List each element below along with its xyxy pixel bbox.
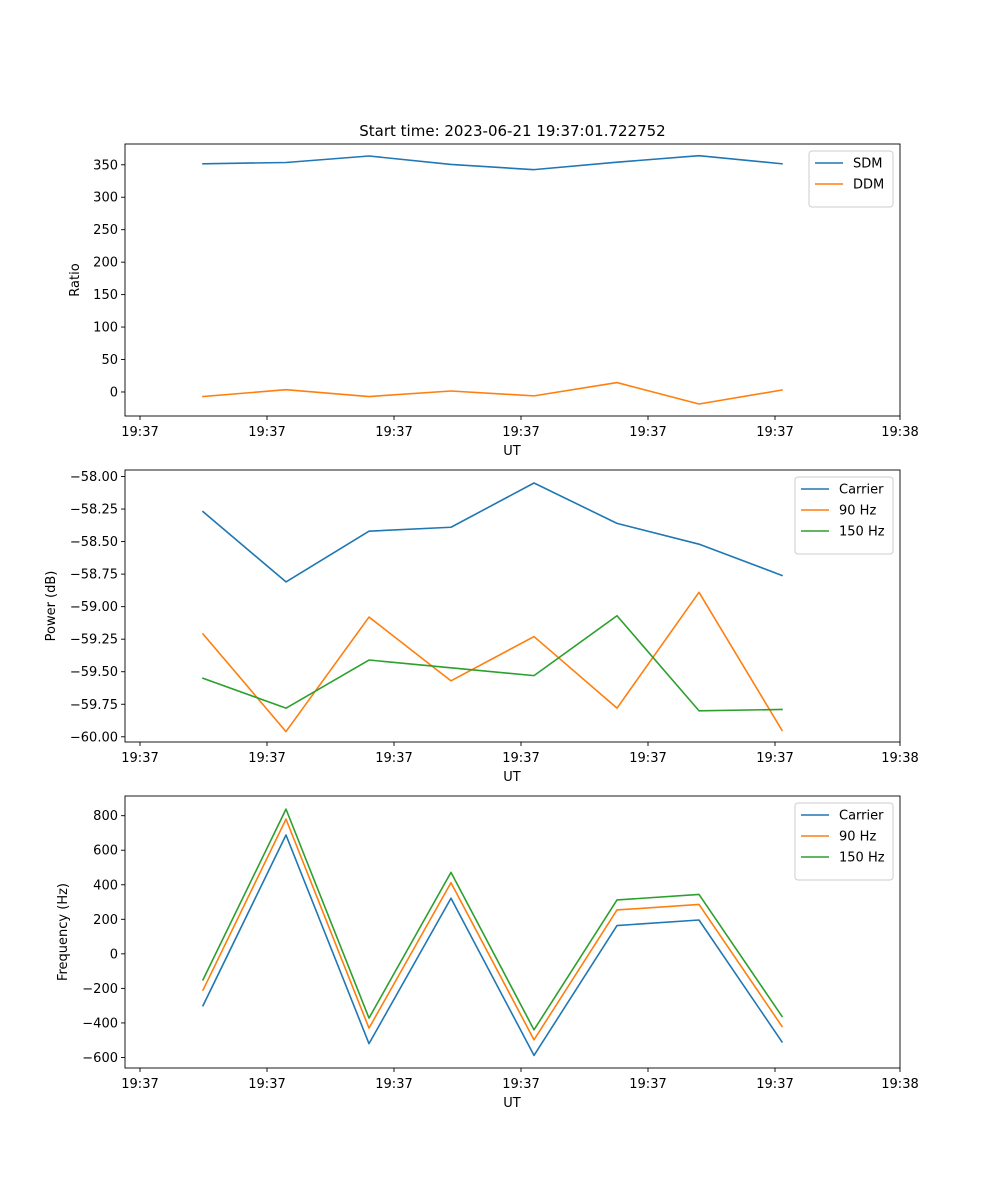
y-tick-label: 150 — [93, 288, 118, 303]
legend-label: 90 Hz — [839, 830, 876, 845]
series-line-150-hz — [201, 614, 783, 712]
x-axis-label: UT — [503, 444, 521, 459]
x-tick-label: 19:37 — [502, 751, 539, 766]
y-tick-label: 200 — [93, 256, 118, 271]
y-tick-label: −58.25 — [70, 503, 118, 518]
x-tick-label: 19:37 — [756, 425, 793, 440]
chart-panel-2: −60.00 −59.75 −59.50 −59.25 −59.00 −58.75 −58.… — [44, 469, 919, 785]
legend-box — [794, 802, 894, 881]
x-tick-label: 19:37 — [121, 425, 158, 440]
legend-label: Carrier — [839, 483, 884, 498]
y-tick-label: −60.00 — [70, 730, 118, 745]
series-line-90-hz — [201, 591, 784, 733]
x-tick-label: 19:37 — [629, 751, 666, 766]
x-axis-label: UT — [503, 770, 521, 785]
x-tick-label: 19:37 — [756, 751, 793, 766]
x-tick-label: 19:37 — [629, 1077, 666, 1092]
series-line-carrier — [201, 834, 784, 1057]
y-tick-label: 250 — [93, 223, 118, 238]
legend-label: DDM — [853, 178, 884, 193]
y-tick-label: 300 — [93, 191, 118, 206]
y-tick-label: 600 — [93, 844, 118, 859]
plot-frame — [124, 143, 901, 417]
y-tick-label: 100 — [93, 321, 118, 336]
y-tick-label: −59.25 — [70, 633, 118, 648]
legend: Carrier 90 Hz 150 Hz — [794, 802, 894, 881]
legend: SDM DDM — [808, 150, 894, 208]
legend-box — [794, 476, 894, 555]
y-axis-label: Ratio — [68, 263, 83, 296]
x-tick-label: 19:37 — [248, 425, 285, 440]
series-line-sdm — [202, 154, 783, 171]
x-tick-label: 19:37 — [629, 425, 666, 440]
legend-label: Carrier — [839, 809, 884, 824]
y-axis-label: Power (dB) — [44, 571, 59, 642]
x-tick-label: 19:37 — [248, 1077, 285, 1092]
x-tick-label: 19:37 — [502, 1077, 539, 1092]
x-tick-label: 19:37 — [502, 425, 539, 440]
x-tick-label: 19:38 — [881, 1077, 918, 1092]
series-line-ddm — [202, 381, 783, 405]
x-tick-label: 19:37 — [375, 425, 412, 440]
y-tick-label: −59.75 — [70, 698, 118, 713]
legend: Carrier 90 Hz 150 Hz — [794, 476, 894, 555]
y-tick-label: −58.75 — [70, 568, 118, 583]
legend-label: 150 Hz — [839, 525, 885, 540]
y-tick-label: −600 — [82, 1051, 118, 1066]
series-line-carrier — [201, 482, 784, 583]
x-tick-label: 19:38 — [881, 425, 918, 440]
y-tick-label: 350 — [93, 158, 118, 173]
y-tick-label: 50 — [101, 353, 118, 368]
plot-frame — [124, 469, 901, 743]
chart-panel-1: 0 50 100 150 200 250 300 350 19:37 19:37 19:37 19:3… — [68, 122, 919, 459]
x-tick-label: 19:37 — [121, 1077, 158, 1092]
legend-label: SDM — [853, 157, 882, 172]
series-line-150-hz — [201, 808, 784, 1031]
y-tick-label: 800 — [93, 809, 118, 824]
plot-frame — [124, 795, 901, 1069]
y-tick-label: −200 — [82, 982, 118, 997]
x-tick-label: 19:37 — [756, 1077, 793, 1092]
x-tick-label: 19:37 — [375, 1077, 412, 1092]
y-tick-label: 200 — [93, 913, 118, 928]
chart-title: Start time: 2023-06-21 19:37:01.722752 — [359, 122, 665, 140]
y-tick-label: −59.00 — [70, 600, 118, 615]
legend-label: 150 Hz — [839, 851, 885, 866]
x-tick-label: 19:38 — [881, 751, 918, 766]
y-tick-label: −400 — [82, 1016, 118, 1031]
x-axis-label: UT — [503, 1096, 521, 1111]
x-tick-label: 19:37 — [375, 751, 412, 766]
series-line-90-hz — [201, 818, 784, 1041]
x-tick-label: 19:37 — [248, 751, 285, 766]
legend-box — [808, 150, 894, 208]
y-tick-label: −59.50 — [70, 665, 118, 680]
y-axis-label: Frequency (Hz) — [56, 883, 71, 981]
y-tick-label: −58.50 — [70, 535, 118, 550]
y-tick-label: 400 — [93, 878, 118, 893]
chart-panel-3: −600 −400 −200 0 200 400 600 800 19:37 19:37 19:37… — [56, 795, 919, 1111]
x-tick-label: 19:37 — [121, 751, 158, 766]
legend-label: 90 Hz — [839, 504, 876, 519]
y-tick-label: 0 — [110, 385, 118, 400]
y-tick-label: −58.00 — [70, 470, 118, 485]
y-tick-label: 0 — [110, 947, 118, 962]
